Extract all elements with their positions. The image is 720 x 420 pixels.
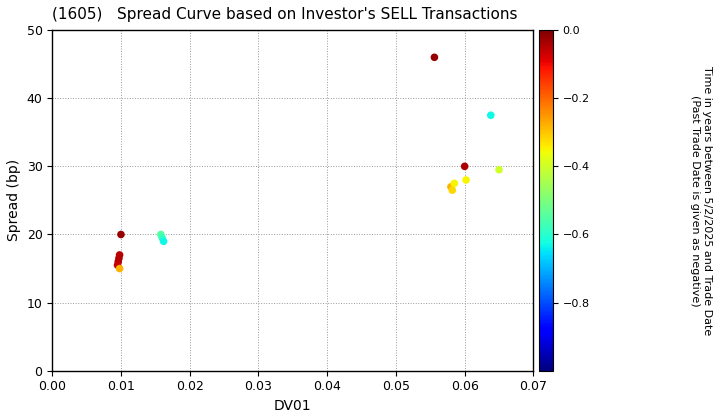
Point bbox=[155, 231, 166, 238]
Point bbox=[156, 234, 168, 241]
Point bbox=[485, 112, 497, 118]
Point bbox=[112, 258, 124, 265]
Point bbox=[115, 231, 127, 238]
Point bbox=[428, 54, 440, 60]
Text: (1605)   Spread Curve based on Investor's SELL Transactions: (1605) Spread Curve based on Investor's … bbox=[53, 7, 518, 22]
Y-axis label: Spread (bp): Spread (bp) bbox=[7, 159, 21, 242]
Point bbox=[112, 262, 123, 268]
Point bbox=[459, 163, 470, 170]
Point bbox=[445, 184, 456, 190]
X-axis label: DV01: DV01 bbox=[274, 399, 312, 413]
Point bbox=[113, 255, 125, 262]
Point bbox=[158, 238, 169, 245]
Point bbox=[114, 252, 125, 258]
Point bbox=[446, 187, 458, 194]
Point bbox=[449, 180, 460, 187]
Point bbox=[114, 265, 125, 272]
Point bbox=[493, 166, 505, 173]
Point bbox=[460, 177, 472, 184]
Y-axis label: Time in years between 5/2/2025 and Trade Date
(Past Trade Date is given as negat: Time in years between 5/2/2025 and Trade… bbox=[690, 66, 711, 335]
